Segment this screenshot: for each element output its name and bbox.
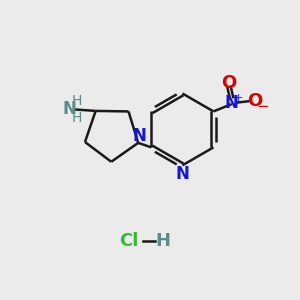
Text: O: O bbox=[221, 74, 236, 92]
Text: N: N bbox=[176, 165, 189, 183]
Text: H: H bbox=[71, 111, 82, 125]
Text: N: N bbox=[225, 94, 239, 112]
Text: Cl: Cl bbox=[119, 232, 139, 250]
Text: −: − bbox=[256, 99, 269, 114]
Text: O: O bbox=[247, 92, 262, 110]
Text: N: N bbox=[62, 100, 76, 118]
Text: +: + bbox=[233, 93, 243, 103]
Text: H: H bbox=[71, 94, 82, 108]
Text: H: H bbox=[156, 232, 171, 250]
Text: N: N bbox=[133, 127, 147, 145]
